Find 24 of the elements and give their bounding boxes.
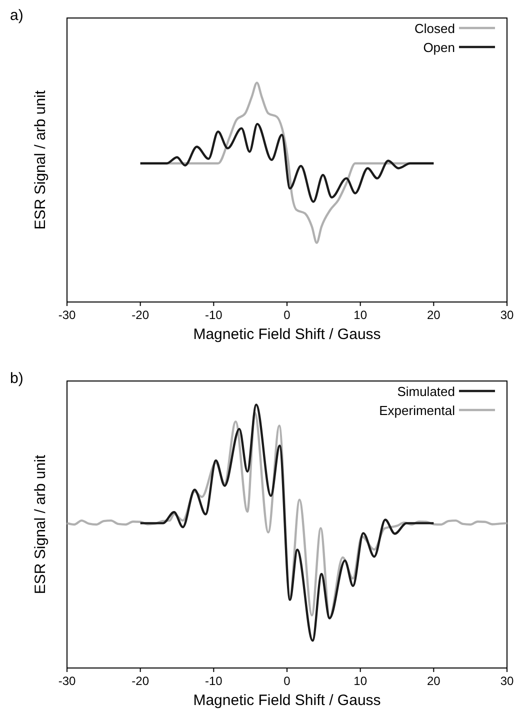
y-axis-title: ESR Signal / arb unit — [32, 454, 49, 594]
x-tick-label: -20 — [132, 308, 150, 322]
x-tick-label: 20 — [426, 308, 441, 322]
chart-title: b) — [10, 370, 24, 387]
legend-label: Simulated — [397, 384, 455, 399]
legend-label: Experimental — [379, 403, 456, 418]
x-tick-label: 0 — [284, 308, 291, 322]
x-tick-label: 0 — [284, 674, 291, 688]
x-tick-label: 30 — [500, 674, 514, 688]
chart-title: a) — [10, 7, 24, 24]
legend-label: Closed — [414, 21, 455, 36]
x-tick-label: -10 — [204, 674, 223, 688]
x-tick-label: -20 — [132, 674, 150, 688]
x-axis-title: Magnetic Field Shift / Gauss — [193, 692, 381, 709]
x-tick-label: 10 — [354, 308, 368, 322]
x-axis-title: Magnetic Field Shift / Gauss — [193, 326, 381, 343]
x-tick-label: 10 — [354, 674, 368, 688]
x-tick-label: -10 — [204, 308, 223, 322]
x-tick-label: -30 — [58, 674, 76, 688]
x-tick-label: 30 — [500, 308, 514, 322]
y-axis-title: ESR Signal / arb unit — [32, 90, 49, 230]
x-tick-label: 20 — [426, 674, 441, 688]
x-tick-label: -30 — [58, 308, 76, 322]
legend-label: Open — [423, 40, 455, 55]
